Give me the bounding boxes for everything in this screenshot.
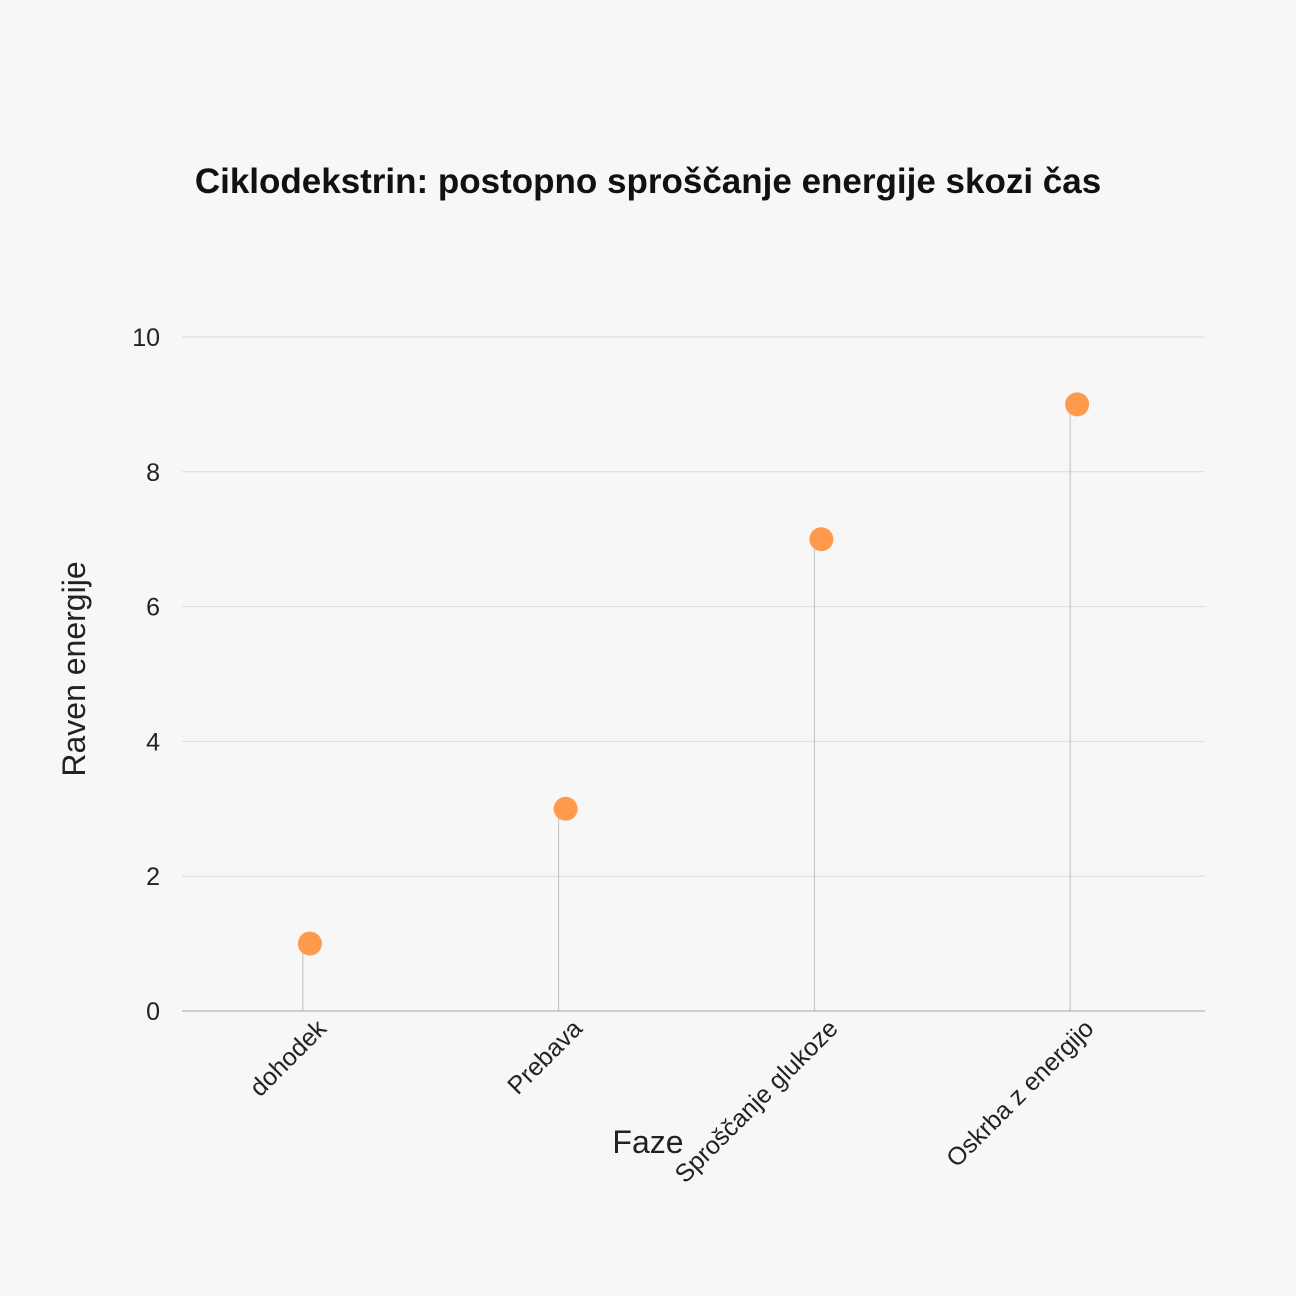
data-point (809, 527, 834, 552)
x-tick-label: Sproščanje glukoze (670, 1014, 844, 1188)
y-tick-label: 8 (146, 459, 160, 487)
x-tick-labels: dohodek Prebava Sproščanje glukoze Oskrba z… (244, 1014, 1099, 1188)
chart-title: Ciklodekstrin: postopno sproščanje energ… (195, 162, 1101, 201)
data-point (297, 931, 322, 956)
y-tick-label: 2 (146, 863, 160, 891)
x-tick-label: dohodek (244, 1014, 332, 1102)
y-tick-labels: 0 2 4 6 8 10 (132, 324, 160, 1026)
x-tick-label: Oskrba z energijo (941, 1014, 1099, 1172)
stems (302, 410, 1071, 1011)
y-tick-label: 0 (146, 998, 160, 1026)
data-points (297, 392, 1090, 956)
data-point (1065, 392, 1090, 417)
grid-lines (182, 336, 1205, 877)
data-point (553, 796, 578, 821)
y-tick-label: 4 (146, 728, 160, 756)
y-axis-label: Raven energije (56, 561, 92, 776)
x-tick-label: Prebava (502, 1014, 588, 1100)
y-tick-label: 6 (146, 594, 160, 622)
y-tick-label: 10 (132, 324, 160, 352)
x-axis-label: Faze (612, 1124, 683, 1160)
